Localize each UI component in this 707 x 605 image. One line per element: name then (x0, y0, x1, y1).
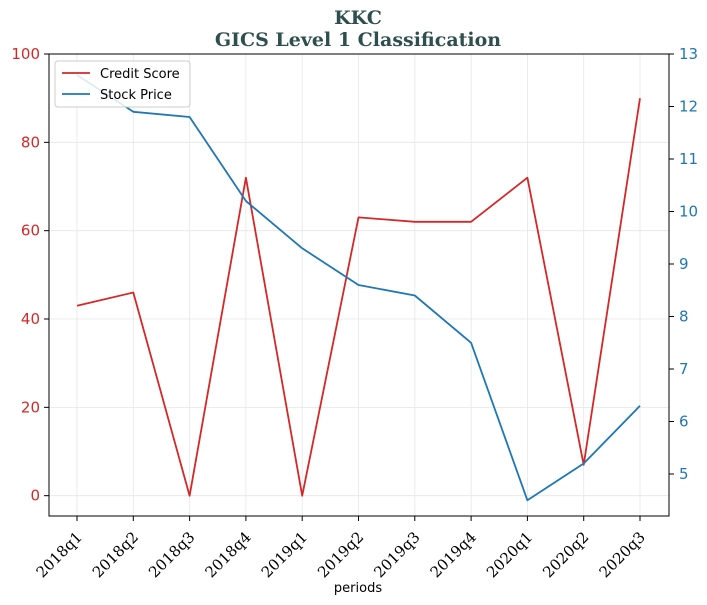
x-tick-label: 2019q4 (427, 528, 480, 581)
x-axis-label: periods (334, 581, 382, 596)
series-line-stock-price (76, 74, 641, 502)
right-tick-label: 5 (679, 465, 689, 483)
x-tick-label: 2018q3 (145, 528, 198, 581)
right-tick-label: 12 (679, 98, 698, 116)
legend: Credit Score Stock Price (54, 60, 191, 108)
x-tick-label: 2019q2 (314, 528, 367, 581)
x-tick-label: 2019q3 (370, 528, 423, 581)
left-tick-label: 40 (21, 310, 40, 328)
chart-title: KKC (334, 7, 382, 29)
left-tick-label: 20 (21, 398, 40, 416)
left-tick-label: 0 (30, 487, 40, 505)
right-tick-label: 8 (679, 308, 689, 326)
x-tick-label: 2020q3 (596, 528, 649, 581)
x-tick-label: 2020q2 (539, 528, 592, 581)
x-tick-label: 2018q4 (201, 528, 254, 581)
right-tick-label: 10 (679, 203, 698, 221)
right-axis: 5 6 7 8 9 10 11 12 13 (669, 45, 698, 483)
x-tick-label: 2018q2 (89, 528, 142, 581)
left-tick-label: 60 (21, 222, 40, 240)
right-tick-label: 13 (679, 45, 698, 63)
left-tick-label: 100 (11, 45, 40, 63)
left-tick-label: 80 (21, 133, 40, 151)
left-axis: 0 20 40 60 80 100 (11, 45, 49, 505)
series-lines (76, 74, 641, 502)
legend-label-credit-score: Credit Score (100, 67, 180, 82)
right-tick-label: 7 (679, 360, 689, 378)
chart-subtitle: GICS Level 1 Classification (215, 29, 501, 51)
legend-label-stock-price: Stock Price (100, 88, 172, 103)
x-axis: 2018q1 2018q2 2018q3 2018q4 2019q1 2019q2 2019… (33, 516, 649, 581)
x-tick-label: 2020q1 (483, 528, 536, 581)
right-tick-label: 6 (679, 413, 689, 431)
right-tick-label: 9 (679, 255, 689, 273)
series-line-credit-score (76, 98, 641, 497)
x-tick-label: 2019q1 (258, 528, 311, 581)
x-tick-label: 2018q1 (33, 528, 86, 581)
right-tick-label: 11 (679, 150, 698, 168)
